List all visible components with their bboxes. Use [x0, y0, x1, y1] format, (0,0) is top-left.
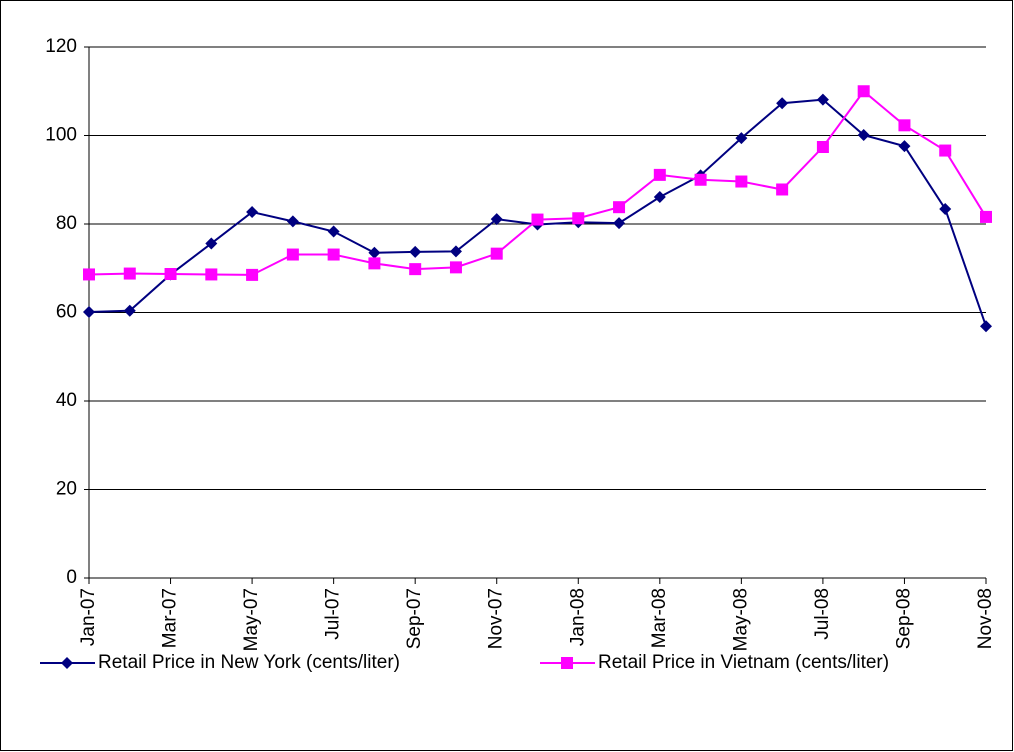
point — [653, 168, 666, 181]
point — [449, 261, 462, 274]
legend-label: Retail Price in Vietnam (cents/liter) — [598, 652, 889, 673]
point — [123, 304, 136, 317]
x-tick-label: Jan-08 — [567, 588, 588, 646]
y-tick-label: 20 — [56, 479, 77, 500]
point — [490, 247, 503, 260]
point — [561, 657, 573, 669]
point — [449, 245, 462, 258]
x-tick-label: May-07 — [241, 588, 262, 651]
point — [939, 202, 952, 215]
point — [776, 97, 789, 110]
point — [980, 320, 992, 333]
point — [531, 213, 544, 226]
point — [164, 268, 177, 281]
point — [613, 201, 626, 214]
y-tick-label: 80 — [56, 213, 77, 234]
y-tick-label: 100 — [45, 125, 77, 146]
y-tick-label: 120 — [45, 36, 77, 57]
point — [980, 210, 992, 223]
point — [409, 245, 422, 258]
point — [205, 268, 218, 281]
point — [653, 191, 666, 204]
x-tick-label: Nov-08 — [975, 588, 996, 649]
point — [735, 132, 748, 145]
point — [857, 85, 870, 98]
point — [898, 119, 911, 132]
point — [939, 144, 952, 157]
legend-label: Retail Price in New York (cents/liter) — [98, 652, 400, 673]
x-tick-label: May-08 — [730, 588, 751, 651]
point — [61, 657, 73, 669]
point — [368, 246, 381, 259]
x-tick-label: Nov-07 — [486, 588, 507, 649]
point — [327, 248, 340, 261]
y-tick-label: 60 — [56, 302, 77, 323]
y-tick-label: 40 — [56, 390, 77, 411]
point — [286, 248, 299, 261]
point — [694, 173, 707, 186]
point — [816, 93, 829, 106]
point — [776, 183, 789, 196]
point — [246, 268, 259, 281]
point — [572, 212, 585, 225]
point — [490, 213, 503, 226]
x-tick-label: Sep-07 — [404, 588, 425, 649]
point — [327, 225, 340, 238]
x-tick-label: Jul-07 — [323, 588, 344, 640]
point — [857, 129, 870, 142]
point — [409, 263, 422, 276]
x-tick-label: Mar-08 — [649, 588, 670, 648]
point — [83, 306, 95, 319]
point — [816, 141, 829, 154]
point — [123, 267, 136, 280]
x-tick-label: Mar-07 — [160, 588, 181, 648]
x-tick-label: Sep-08 — [893, 588, 914, 649]
point — [898, 140, 911, 153]
point — [286, 215, 299, 228]
point — [368, 257, 381, 270]
point — [205, 237, 218, 250]
x-tick-label: Jul-08 — [812, 588, 833, 640]
y-tick-label: 0 — [66, 567, 77, 588]
point — [83, 268, 95, 281]
x-tick-label: Jan-07 — [78, 588, 99, 646]
point — [246, 206, 259, 219]
point — [735, 175, 748, 188]
point — [613, 217, 626, 230]
